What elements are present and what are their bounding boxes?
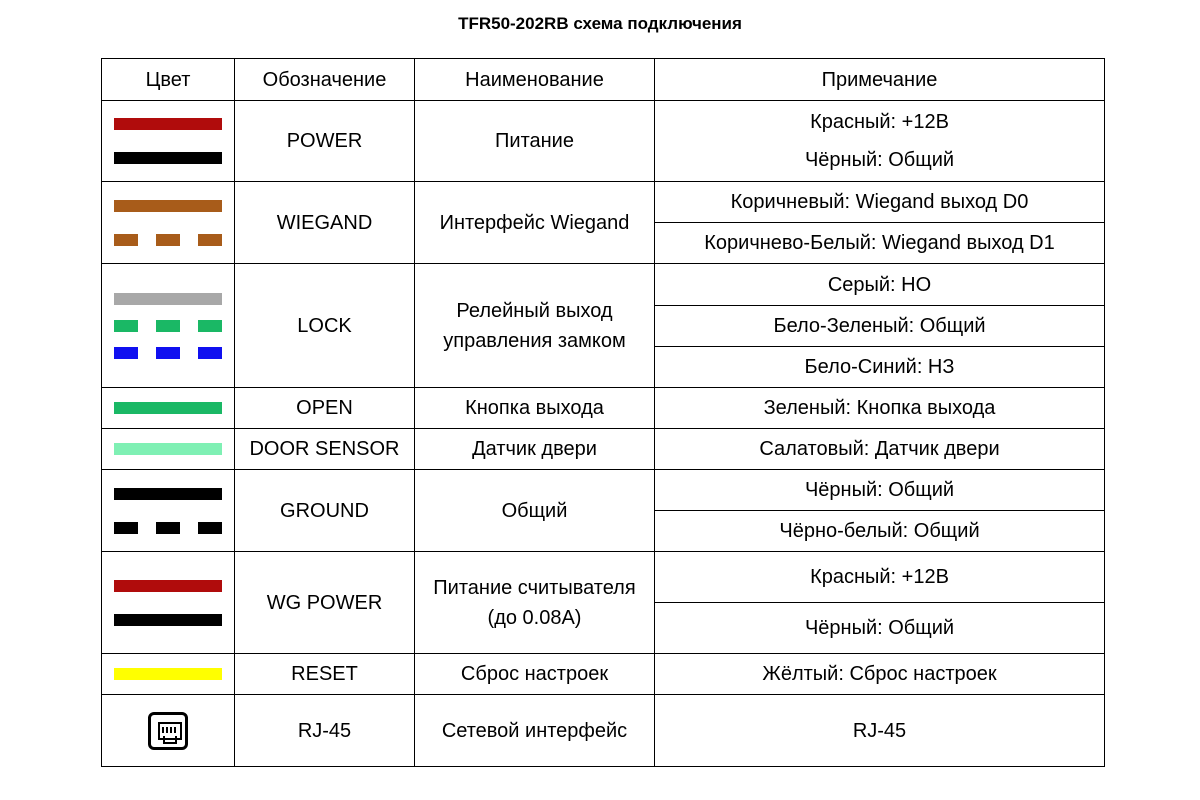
wire-yellow (114, 668, 222, 680)
table-row: Бело-Зеленый: Общий (102, 305, 1105, 347)
note-cell: RJ-45 (654, 694, 1105, 767)
table-row: DOOR SENSOR Датчик двери Салатовый: Датч… (101, 428, 1105, 470)
wire-black (114, 152, 222, 164)
designation-cell: DOOR SENSOR (234, 428, 415, 470)
ethernet-port-icon (148, 711, 188, 750)
table-row: WG POWER Питание считывателя (до 0.08А) … (101, 551, 1105, 654)
color-swatch-power (101, 100, 235, 182)
name-cell: Сетевой интерфейс (414, 694, 655, 767)
header-note: Примечание (654, 58, 1105, 101)
wire-black (114, 613, 222, 626)
table-row: GROUND Общий Чёрный: Общий (101, 469, 1105, 552)
wire-gray (114, 292, 222, 305)
wire-black (114, 487, 222, 500)
designation-cell: RJ-45 (234, 694, 415, 767)
wire-black-white (114, 521, 222, 534)
designation-cell: OPEN (234, 387, 415, 429)
color-swatch-ground (101, 469, 235, 552)
name-cell: Интерфейс Wiegand (414, 181, 655, 264)
color-swatch-lock (101, 263, 235, 388)
color-swatch-door-sensor (101, 428, 235, 470)
table-row: WIEGAND Интерфейс Wiegand Коричневый: Wi… (101, 181, 1105, 264)
wiring-table: Цвет Обозначение Наименование Примечание… (101, 58, 1105, 767)
wire-red (114, 118, 222, 130)
note-cell: Красный: +12В Чёрный: Общий (654, 100, 1105, 182)
note-cell: Салатовый: Датчик двери (654, 428, 1105, 470)
name-cell: Питание считывателя (до 0.08А) (414, 551, 655, 654)
note-cell: Коричнево-Белый: Wiegand выход D1 (654, 222, 1105, 264)
table-row: POWER Питание Красный: +12В Чёрный: Общи… (101, 100, 1105, 182)
name-cell: Питание (414, 100, 655, 182)
table-row: RJ-45 Сетевой интерфейс RJ-45 (101, 694, 1105, 767)
designation-cell: RESET (234, 653, 415, 695)
name-cell: Сброс настроек (414, 653, 655, 695)
name-cell: Датчик двери (414, 428, 655, 470)
designation-cell: POWER (234, 100, 415, 182)
header-designation: Обозначение (234, 58, 415, 101)
document-title: TFR50-202RB схема подключения (458, 14, 742, 33)
note-cell: Жёлтый: Сброс настроек (654, 653, 1105, 695)
note-cell: Чёрно-белый: Общий (654, 510, 1105, 552)
table-row: LOCK Релейный выход управления замком Се… (101, 263, 1105, 388)
wire-red (114, 579, 222, 592)
header-color: Цвет (101, 58, 235, 101)
designation-cell: WG POWER (234, 551, 415, 654)
color-swatch-open (101, 387, 235, 429)
wire-brown (114, 199, 222, 212)
name-cell: Общий (414, 469, 655, 552)
name-cell: Кнопка выхода (414, 387, 655, 429)
designation-cell: LOCK (234, 263, 415, 388)
table-row: OPEN Кнопка выхода Зеленый: Кнопка выход… (101, 387, 1105, 429)
table-row: Коричнево-Белый: Wiegand выход D1 (102, 222, 1105, 264)
note-cell: Коричневый: Wiegand выход D0 (654, 181, 1105, 223)
designation-cell: WIEGAND (234, 181, 415, 264)
header-name: Наименование (414, 58, 655, 101)
note-line: Чёрный: Общий (804, 149, 955, 171)
table-row: Чёрный: Общий (102, 602, 1105, 654)
wire-brown-white (114, 233, 222, 246)
color-swatch-reset (101, 653, 235, 695)
note-line: Красный: +12В (810, 111, 949, 133)
color-swatch-rj45 (101, 694, 235, 767)
table-header-row: Цвет Обозначение Наименование Примечание (101, 58, 1105, 101)
note-cell: Зеленый: Кнопка выхода (654, 387, 1105, 429)
designation-cell: GROUND (234, 469, 415, 552)
note-cell: Бело-Зеленый: Общий (654, 305, 1105, 347)
wire-white-blue (114, 346, 222, 359)
table-row: Чёрно-белый: Общий (102, 510, 1105, 552)
note-cell: Бело-Синий: НЗ (654, 346, 1105, 388)
table-row: RESET Сброс настроек Жёлтый: Сброс настр… (101, 653, 1105, 695)
wire-light-green (114, 443, 222, 455)
note-cell: Серый: НО (654, 263, 1105, 306)
note-cell: Чёрный: Общий (654, 602, 1105, 654)
note-cell: Красный: +12В (654, 551, 1105, 603)
note-cell: Чёрный: Общий (654, 469, 1105, 511)
wire-white-green (114, 319, 222, 332)
color-swatch-wg-power (101, 551, 235, 654)
wire-green (114, 402, 222, 414)
color-swatch-wiegand (101, 181, 235, 264)
name-cell: Релейный выход управления замком (414, 263, 655, 388)
